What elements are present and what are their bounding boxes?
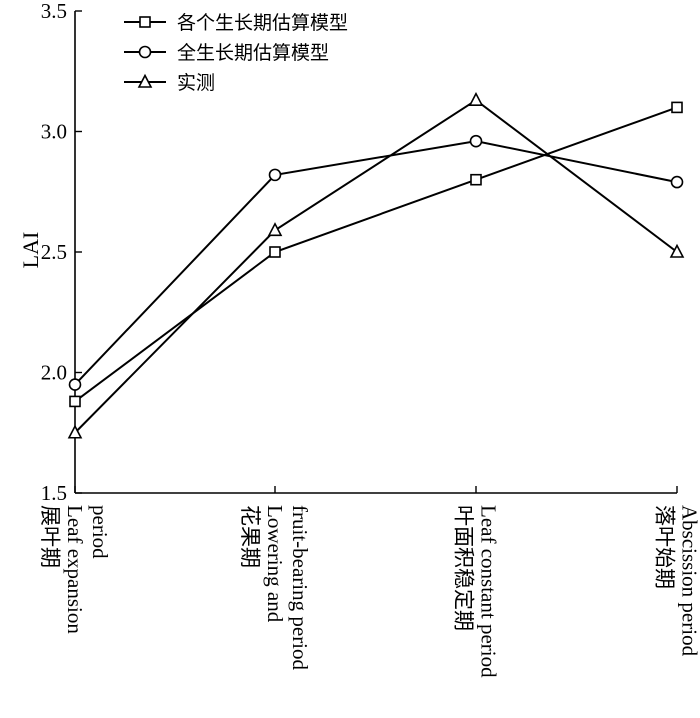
series-line — [74, 98, 678, 434]
x-tick-label-zh: 落叶始期 — [653, 505, 677, 589]
circle-marker — [469, 134, 483, 148]
y-tick-label: 3.0 — [41, 120, 67, 144]
square-marker — [69, 395, 81, 408]
circle-marker — [138, 45, 152, 59]
triangle-marker — [67, 424, 83, 439]
x-tick-label-zh: 展叶期 — [38, 505, 62, 568]
triangle-marker — [137, 73, 153, 88]
x-tick-label-en: Abscission period — [678, 505, 700, 657]
x-tick-label-en: fruit-bearing period — [288, 505, 312, 671]
y-tick-label: 3.5 — [41, 0, 67, 23]
legend-label: 实测 — [177, 72, 215, 94]
legend-label: 全生长期估算模型 — [177, 42, 329, 64]
legend-item: 全生长期估算模型 — [124, 42, 329, 64]
x-category-label: 叶面积稳定期 Leaf constant period — [452, 505, 501, 678]
square-marker — [139, 16, 151, 28]
series-circle — [68, 134, 684, 391]
x-tick-label-en: Leaf constant period — [477, 505, 501, 678]
x-tick-label-en: Leaf expansion — [63, 505, 87, 634]
x-category-label: 花果期 Lowering and fruit-bearing period — [238, 505, 312, 671]
x-tick-label-zh: 叶面积稳定期 — [452, 505, 476, 631]
triangle-marker — [267, 222, 283, 237]
series-layer — [67, 91, 685, 439]
legend-label: 各个生长期估算模型 — [177, 12, 348, 34]
y-tick-label: 2.5 — [41, 240, 67, 264]
x-tick-label-en: Lowering and — [263, 505, 287, 623]
triangle-marker — [468, 91, 484, 106]
square-marker — [671, 101, 683, 114]
x-category-label: 落叶始期 Abscission period — [653, 505, 700, 657]
circle-marker — [68, 378, 82, 391]
x-tick-label-en: period — [88, 505, 112, 559]
series-triangle — [67, 91, 685, 439]
y-tick-label: 2.0 — [41, 361, 67, 385]
x-tick-label-zh: 花果期 — [238, 505, 262, 568]
circle-marker — [670, 175, 684, 189]
circle-marker — [268, 168, 282, 182]
series-line — [74, 140, 678, 386]
y-axis-title: LAI — [18, 232, 43, 269]
y-tick-label: 1.5 — [41, 481, 67, 505]
triangle-marker — [669, 243, 685, 258]
square-marker — [269, 246, 281, 258]
legend-item: 各个生长期估算模型 — [124, 12, 348, 34]
square-marker — [470, 173, 482, 186]
series-line — [74, 106, 678, 403]
axes: 1.5 2.0 2.5 3.0 3.5 展叶期 Leaf expansion period 花果… — [38, 0, 700, 678]
legend-item: 实测 — [124, 72, 215, 94]
series-square — [69, 101, 683, 408]
x-category-label: 展叶期 Leaf expansion period — [38, 505, 112, 634]
